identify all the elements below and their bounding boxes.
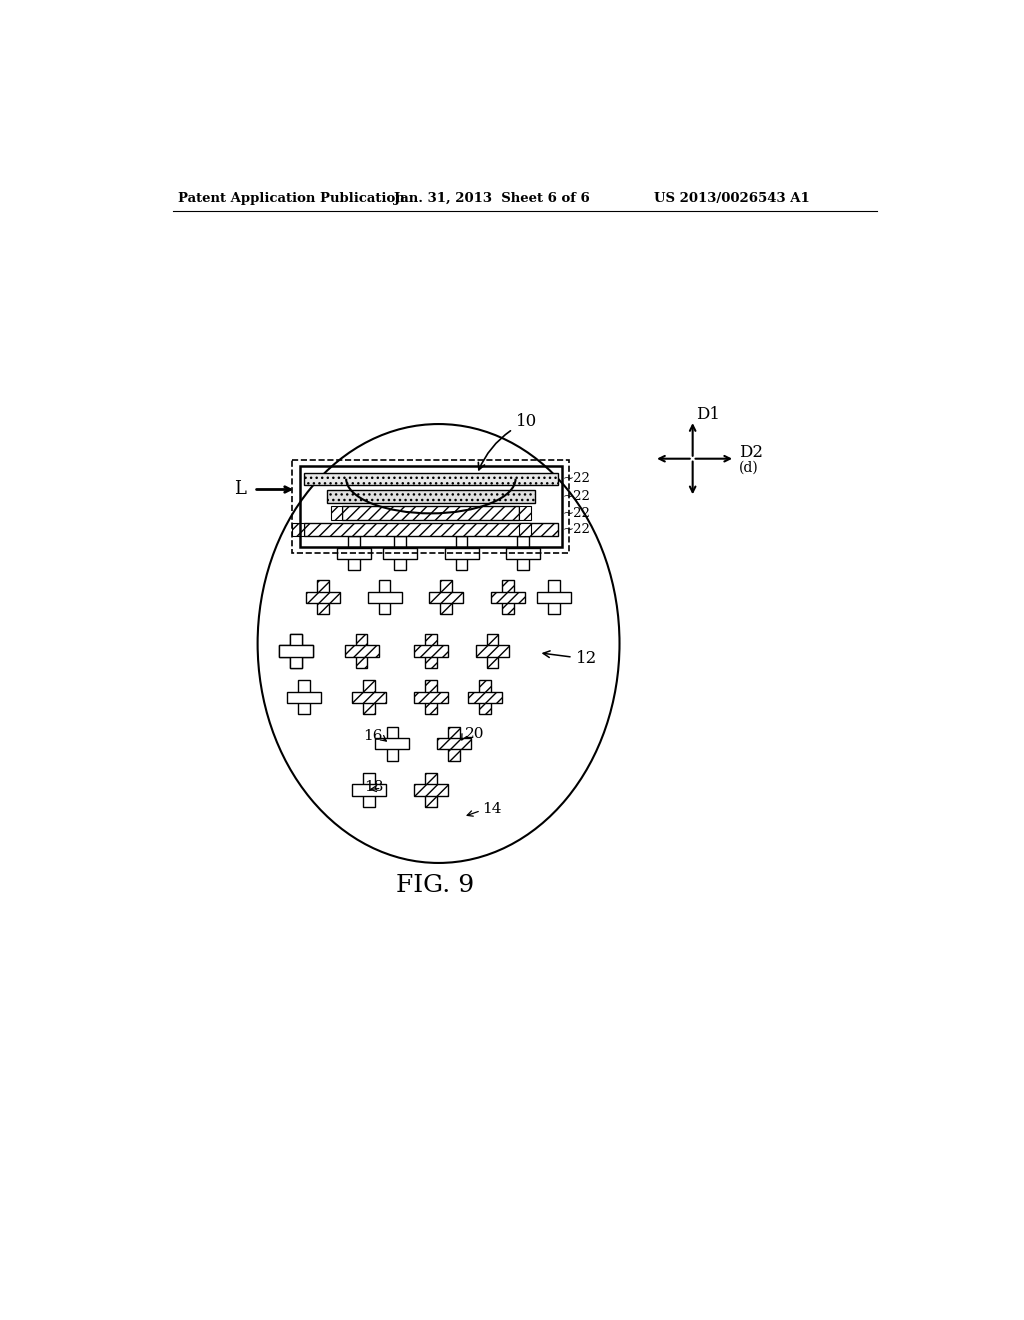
Bar	[479, 681, 490, 714]
Bar	[376, 738, 410, 750]
Bar	[437, 738, 471, 750]
Bar	[287, 692, 321, 704]
Text: 10: 10	[478, 413, 537, 470]
Bar	[304, 473, 558, 484]
Bar	[298, 681, 309, 714]
Bar	[348, 536, 359, 570]
Bar	[364, 681, 375, 714]
Bar	[414, 645, 447, 657]
Text: Jan. 31, 2013  Sheet 6 of 6: Jan. 31, 2013 Sheet 6 of 6	[394, 191, 590, 205]
Bar	[331, 507, 342, 520]
Bar	[425, 635, 436, 668]
Bar	[440, 581, 452, 614]
Text: 20: 20	[465, 727, 484, 742]
Bar	[394, 536, 406, 570]
Text: 18: 18	[364, 780, 383, 793]
Text: 12: 12	[543, 651, 597, 668]
Bar	[306, 591, 340, 603]
Text: US 2013/0026543 A1: US 2013/0026543 A1	[654, 191, 810, 205]
Bar	[379, 581, 390, 614]
Bar	[519, 507, 531, 520]
Bar	[449, 726, 460, 760]
Bar	[280, 645, 313, 657]
Bar	[327, 490, 535, 503]
Bar	[317, 581, 329, 614]
Bar	[292, 461, 569, 553]
Bar	[519, 523, 531, 536]
Bar	[538, 591, 571, 603]
Bar	[425, 681, 436, 714]
Bar	[502, 581, 514, 614]
Text: D2: D2	[739, 444, 763, 461]
Bar	[387, 726, 398, 760]
Text: ~22: ~22	[562, 507, 591, 520]
Bar	[475, 645, 509, 657]
Bar	[490, 591, 525, 603]
Text: ~22: ~22	[562, 523, 591, 536]
Bar	[429, 591, 463, 603]
Bar	[456, 536, 467, 570]
Bar	[425, 774, 436, 807]
Bar	[355, 635, 368, 668]
Bar	[506, 548, 541, 560]
Bar	[486, 635, 499, 668]
Text: ~22: ~22	[562, 473, 591, 486]
Text: L: L	[234, 480, 246, 499]
Text: ~22: ~22	[562, 490, 591, 503]
Bar	[548, 581, 560, 614]
Bar	[337, 548, 371, 560]
Text: D1: D1	[696, 405, 721, 422]
Bar	[280, 645, 313, 657]
Bar	[352, 692, 386, 704]
Text: FIG. 9: FIG. 9	[395, 874, 474, 898]
Bar	[291, 635, 302, 668]
Bar	[444, 548, 478, 560]
Ellipse shape	[258, 424, 620, 863]
Text: (d): (d)	[739, 461, 759, 475]
Text: 14: 14	[481, 803, 501, 816]
Bar	[383, 548, 417, 560]
Text: 16: 16	[364, 729, 383, 743]
Bar	[352, 784, 386, 796]
Bar	[292, 523, 304, 536]
Bar	[304, 523, 558, 536]
Text: Patent Application Publication: Patent Application Publication	[178, 191, 406, 205]
Bar	[300, 466, 562, 548]
Bar	[414, 692, 447, 704]
Bar	[342, 507, 519, 520]
Bar	[468, 692, 502, 704]
Bar	[291, 635, 302, 668]
Bar	[364, 774, 375, 807]
Bar	[345, 645, 379, 657]
Bar	[414, 784, 447, 796]
Bar	[368, 591, 401, 603]
Bar	[517, 536, 529, 570]
